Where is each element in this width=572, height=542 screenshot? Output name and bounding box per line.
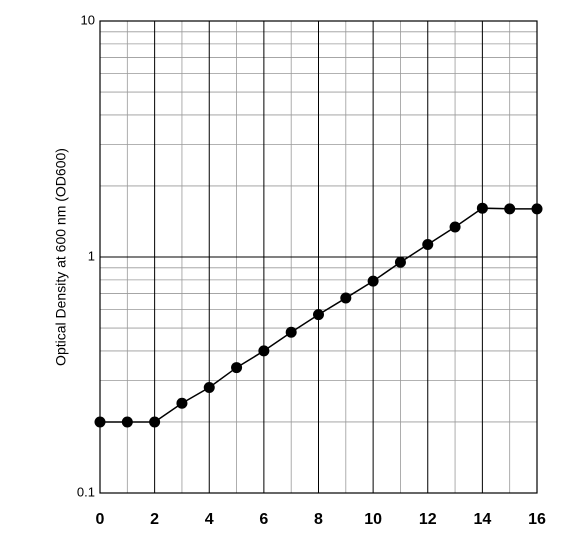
data-point [149,416,161,428]
x-tick-label: 6 [259,511,268,528]
data-point [285,326,297,338]
data-point [203,381,215,393]
x-tick-label: 4 [205,511,214,528]
data-point [531,203,543,215]
y-axis-label: Optical Density at 600 nm (OD600) [53,148,69,366]
x-tick-label: 0 [96,511,105,528]
data-point [258,345,270,357]
data-point [394,256,406,268]
data-point [340,292,352,304]
x-tick-label: 10 [364,511,382,528]
x-tick-label: 8 [314,511,323,528]
plot-frame [99,20,538,494]
data-point [476,202,488,214]
data-point [504,203,516,215]
data-point [422,238,434,250]
data-point [367,275,379,287]
y-tick-label: 1 [88,248,95,263]
x-tick-label: 2 [150,511,159,528]
data-point [231,362,243,374]
data-point [121,416,133,428]
data-point [94,416,106,428]
y-tick-label: 10 [81,12,95,27]
data-point [176,397,188,409]
data-point [449,221,461,233]
x-tick-label: 16 [528,511,546,528]
data-point [313,309,324,321]
x-tick-label: 12 [419,511,437,528]
y-tick-label: 0.1 [77,484,95,499]
x-tick-label: 14 [473,511,491,528]
